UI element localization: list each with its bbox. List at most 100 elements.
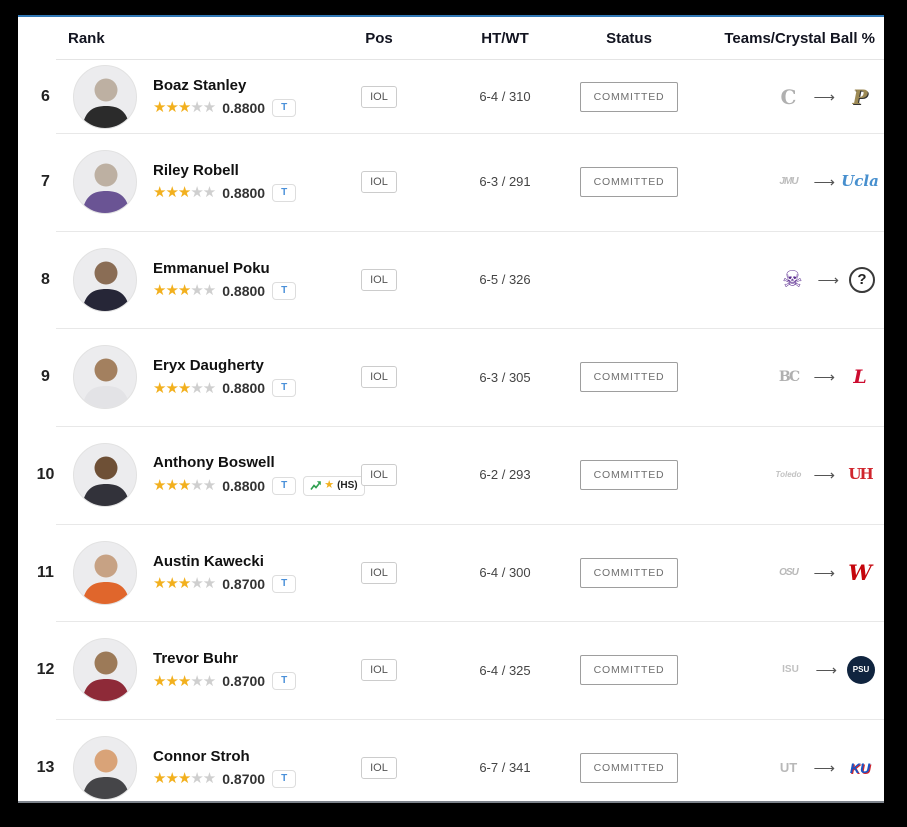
crystal-ball-cell: BC ⟶ L [688,362,884,392]
player-photo-placeholder [82,749,130,799]
committed-status: COMMITTED [579,81,679,112]
purdue-logo[interactable]: P [852,84,868,109]
east-carolina-logo[interactable]: ☠ [782,266,803,293]
star-rating: ★★★★★ [153,477,216,495]
position-chip: IOL [361,463,397,486]
transfer-badge: T [272,476,297,495]
player-cell: Emmanuel Poku ★★★★★ 0.8800 T [73,247,318,312]
rating-value: 0.8800 [222,282,266,299]
rating-value: 0.8700 [222,575,266,592]
rankings-panel: Rank Pos HT/WT Status Teams/Crystal Ball… [18,15,884,803]
transfer-badge: T [272,281,297,300]
player-name-link[interactable]: Anthony Boswell [153,454,275,472]
rank-value: 10 [36,465,55,483]
player-photo-placeholder [82,554,130,604]
ucla-logo[interactable]: Ucla [841,172,879,191]
committed-status: COMMITTED [579,166,679,197]
boston-college-logo[interactable]: BC [778,369,800,386]
transfer-badge: T [272,769,297,788]
south-carolina-logo[interactable]: C [780,84,797,109]
arrow-right-icon: ⟶ [813,466,835,484]
star-rating: ★★★★★ [153,99,216,116]
louisville-logo[interactable]: L [853,365,867,388]
hs-label: (HS) [337,479,358,491]
position-chip: IOL [361,268,397,291]
column-header-rank: Rank [68,29,105,47]
rating-value: 0.8800 [222,99,266,116]
kansas-logo[interactable]: KU [849,759,871,776]
arrow-right-icon: ⟶ [817,271,839,289]
rank-value: 12 [36,661,55,679]
star-rating: ★★★★★ [153,672,216,690]
player-avatar[interactable] [73,442,137,507]
column-header-teams: Teams/Crystal Ball % [724,29,875,47]
committed-status: COMMITTED [579,752,679,783]
htwt-value: 6-4 / 325 [479,662,531,678]
player-avatar[interactable] [73,149,137,214]
player-name-link[interactable]: Emmanuel Poku [153,259,270,277]
player-photo-placeholder [82,651,130,702]
arrow-right-icon: ⟶ [813,759,835,777]
iowa-state-logo[interactable]: ISU [782,664,799,676]
committed-status: COMMITTED [579,655,679,686]
player-avatar[interactable] [73,345,137,410]
penn-state-logo[interactable]: PSU [847,656,875,685]
arrow-right-icon: ⟶ [815,662,837,680]
rank-value: 13 [36,758,55,776]
committed-status: COMMITTED [579,459,679,490]
undecided-question-icon[interactable]: ? [849,266,875,293]
player-photo-placeholder [82,261,130,311]
table-row: 6 Boaz Stanley ★★★★★ 0.8800 T IOL 6-4 / … [18,60,884,133]
hs-star-icon: ★ [324,479,335,492]
jmu-logo[interactable]: JMU [779,175,798,187]
wisconsin-logo[interactable]: W [848,560,872,586]
crystal-ball-cell: OSU ⟶ W [688,558,884,588]
player-avatar[interactable] [73,638,137,703]
committed-status: COMMITTED [579,362,679,393]
rank-value: 8 [41,270,50,288]
player-name-link[interactable]: Riley Robell [153,161,239,179]
position-chip: IOL [361,170,397,193]
transfer-badge: T [272,183,297,202]
player-cell: Trevor Buhr ★★★★★ 0.8700 T [73,638,318,703]
crystal-ball-cell: JMU ⟶ Ucla [688,167,884,197]
toledo-logo[interactable]: Toledo [775,469,802,479]
header-divider [56,59,884,60]
position-chip: IOL [361,756,397,779]
rank-value: 11 [37,563,54,581]
trend-up-icon [310,481,321,490]
htwt-value: 6-5 / 326 [479,272,531,288]
crystal-ball-cell: UT ⟶ KU [688,753,884,783]
column-header-status: Status [606,29,652,47]
player-cell: Connor Stroh ★★★★★ 0.8700 T [73,735,318,800]
rating-value: 0.8800 [222,380,266,397]
htwt-value: 6-3 / 305 [479,369,531,385]
star-rating: ★★★★★ [153,575,216,593]
table-header: Rank Pos HT/WT Status Teams/Crystal Ball… [18,17,884,59]
houston-logo[interactable]: UH [848,465,873,484]
star-rating: ★★★★★ [153,184,216,202]
player-name-link[interactable]: Austin Kawecki [153,552,264,570]
rating-value: 0.8700 [222,673,266,690]
player-name-link[interactable]: Connor Stroh [153,747,250,765]
rating-value: 0.8800 [222,184,266,201]
table-row: 8 Emmanuel Poku ★★★★★ 0.8800 T IOL 6-5 /… [18,230,884,329]
htwt-value: 6-4 / 300 [479,565,531,581]
player-name-link[interactable]: Boaz Stanley [153,76,247,94]
player-avatar[interactable] [73,735,137,800]
player-avatar[interactable] [73,247,137,312]
oklahoma-state-logo[interactable]: OSU [779,566,799,578]
player-name-link[interactable]: Eryx Daugherty [153,357,264,375]
transfer-badge: T [272,672,297,691]
texas-logo[interactable]: UT [779,760,798,776]
player-cell: Anthony Boswell ★★★★★ 0.8800 T ★ (HS) [73,442,365,507]
table-row: 7 Riley Robell ★★★★★ 0.8800 T IOL 6-3 / … [18,133,884,231]
crystal-ball-cell: Toledo ⟶ UH [688,460,884,490]
htwt-value: 6-4 / 310 [479,89,531,104]
player-avatar[interactable] [73,64,137,129]
crystal-ball-cell: ☠ ⟶ ? [688,265,884,295]
player-avatar[interactable] [73,540,137,605]
player-name-link[interactable]: Trevor Buhr [153,650,239,668]
position-chip: IOL [361,659,397,682]
position-chip: IOL [361,366,397,389]
